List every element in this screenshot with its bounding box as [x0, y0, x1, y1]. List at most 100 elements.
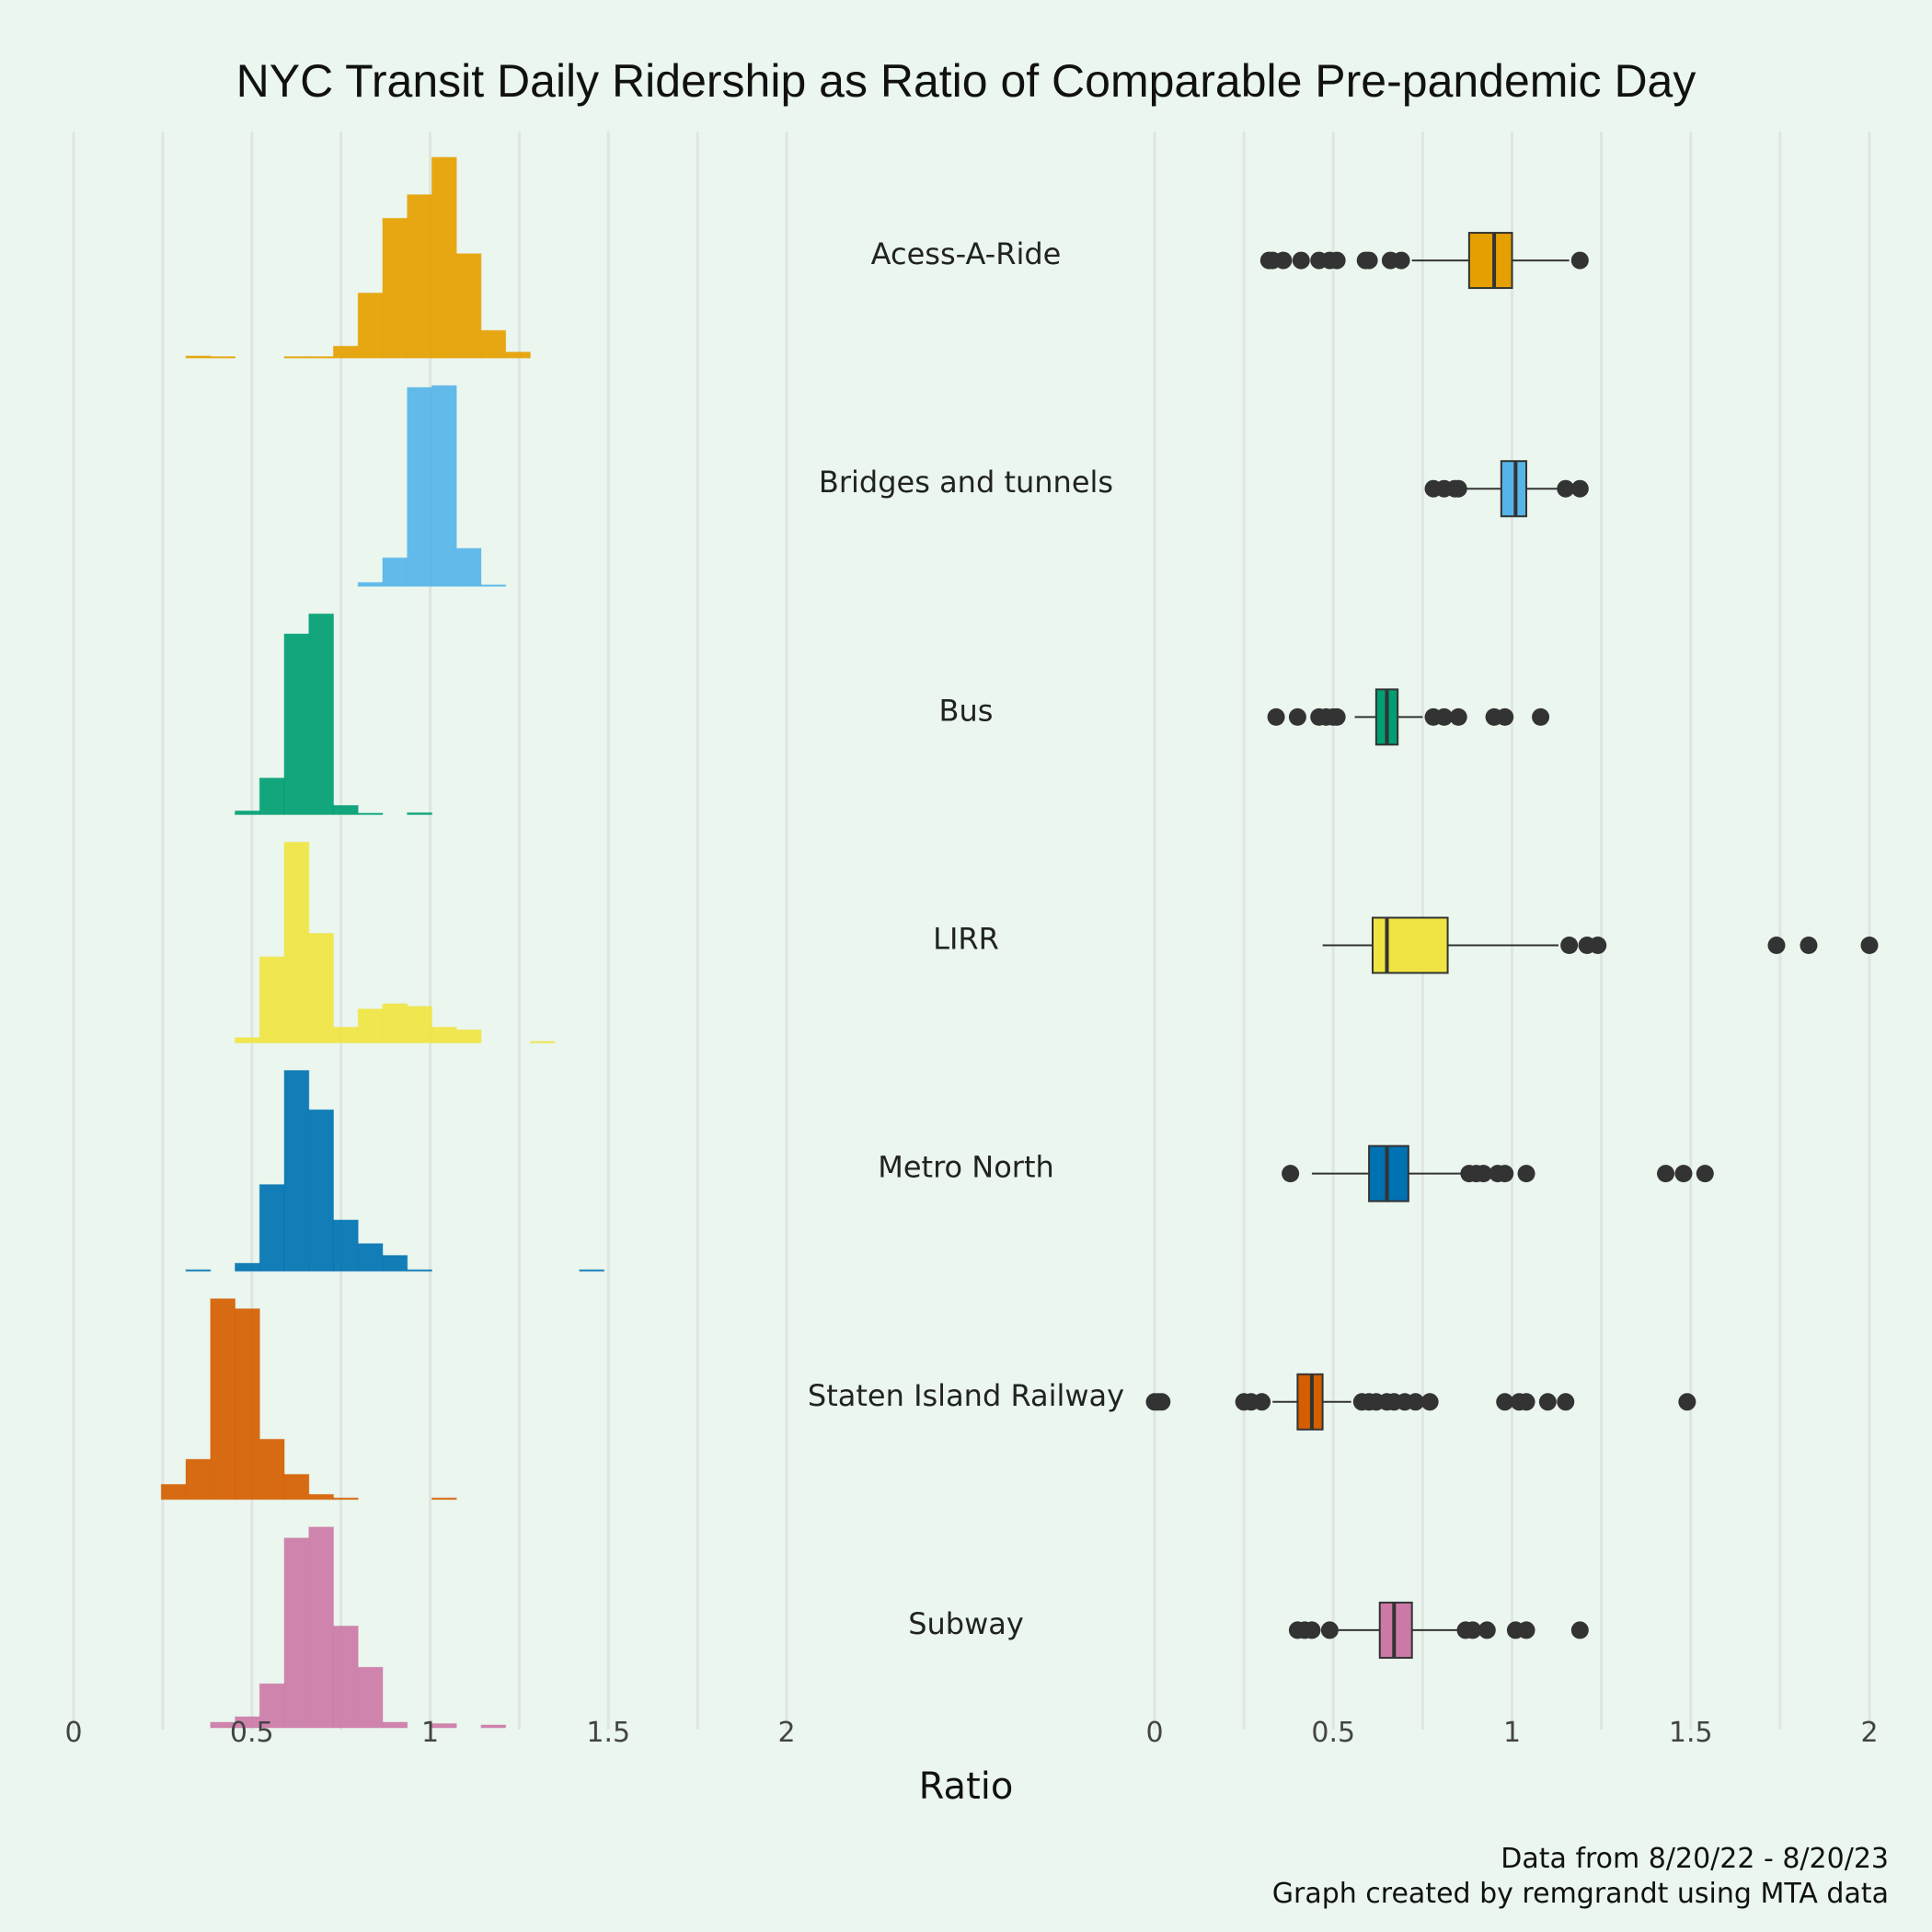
boxplot-panel [1145, 232, 1879, 1659]
box-x-tick-label: 1 [1503, 1717, 1521, 1749]
outlier-point [1557, 1393, 1575, 1411]
outlier-point [1274, 251, 1293, 270]
hist-bar [480, 1724, 507, 1729]
outlier-point [1320, 1621, 1339, 1639]
outlier-point [1589, 937, 1607, 954]
hist-bar [407, 1006, 432, 1044]
outlier-point [1696, 1165, 1714, 1183]
histogram-panel [160, 156, 605, 1729]
hist-bar [259, 1683, 285, 1729]
hist-x-tick-label: 1.5 [586, 1717, 630, 1749]
outlier-point [1674, 1165, 1693, 1183]
category-label: Metro North [878, 1150, 1054, 1185]
hist-bar [308, 1526, 334, 1729]
outlier-point [1800, 937, 1818, 954]
category-label: LIRR [933, 922, 999, 957]
outlier-point [1570, 479, 1589, 498]
hist-bar [283, 356, 310, 359]
grid-layer [72, 132, 1871, 1730]
hist-bar [235, 810, 260, 815]
outlier-point [1392, 251, 1410, 270]
hist-bar [455, 547, 482, 587]
outlier-point [1478, 1621, 1496, 1639]
hist-bar [259, 1184, 285, 1272]
hist-bar [332, 1027, 359, 1044]
hist-bar [357, 293, 384, 359]
hist-bar [235, 1262, 260, 1272]
hist-bar [505, 351, 531, 359]
outlier-point [1560, 937, 1579, 954]
outlier-point [1449, 707, 1467, 726]
outlier-point [1860, 937, 1879, 954]
hist-bar [332, 805, 359, 815]
hist-bar [431, 1497, 457, 1501]
hist-bar [259, 777, 285, 815]
hist-bar [407, 811, 432, 815]
hist-bar [332, 1625, 359, 1729]
outlier-point [1292, 251, 1310, 270]
box-x-tick-label: 2 [1860, 1717, 1878, 1749]
hist-bar [235, 1037, 260, 1044]
hist-bar [308, 356, 334, 359]
hist-bar [382, 1721, 408, 1729]
outlier-point [1496, 1393, 1514, 1411]
hist-bar [332, 345, 359, 359]
hist-bar [259, 956, 285, 1044]
hist-bar [431, 1723, 457, 1729]
hist-bar [185, 1458, 212, 1501]
category-label: Subway [908, 1606, 1024, 1641]
outlier-point [1517, 1621, 1535, 1639]
hist-bar [235, 1308, 260, 1501]
category-label: Staten Island Railway [808, 1378, 1124, 1413]
outlier-point [1449, 479, 1467, 498]
chart-title: NYC Transit Daily Ridership as Ratio of … [236, 55, 1696, 107]
outlier-point [1657, 1165, 1675, 1183]
hist-x-tick-label: 2 [777, 1717, 795, 1749]
hist-bar [407, 386, 432, 587]
outlier-point [1303, 1621, 1321, 1639]
outlier-point [1678, 1393, 1696, 1411]
hist-bar [431, 156, 457, 359]
box-iqr [1371, 916, 1449, 974]
box-x-tick-label: 0 [1145, 1717, 1163, 1749]
hist-bar [283, 633, 310, 815]
outlier-point [1420, 1393, 1439, 1411]
box-x-tick-label: 0.5 [1311, 1717, 1355, 1749]
caption-line-1: Data from 8/20/22 - 8/20/23 [1501, 1843, 1889, 1875]
hist-bar [357, 1008, 384, 1044]
hist-bar [185, 355, 212, 359]
hist-bar [332, 1497, 359, 1501]
outlier-point [1435, 707, 1454, 726]
hist-x-tick-label: 0.5 [230, 1717, 274, 1749]
outlier-point [1570, 1621, 1589, 1639]
outlier-point [1570, 251, 1589, 270]
outlier-point [1153, 1393, 1171, 1411]
outlier-point [1288, 707, 1306, 726]
hist-bar [357, 1666, 384, 1729]
hist-bar [382, 217, 408, 359]
outlier-point [1538, 1393, 1557, 1411]
outlier-point [1496, 1165, 1514, 1183]
hist-bar [431, 1027, 457, 1044]
outlier-point [1474, 1165, 1492, 1183]
hist-bar [455, 1029, 482, 1044]
hist-x-tick-label: 0 [64, 1717, 82, 1749]
hist-bar [357, 812, 384, 815]
hist-bar [308, 933, 334, 1044]
outlier-point [1328, 251, 1346, 270]
outlier-point [1407, 1393, 1425, 1411]
box-iqr [1467, 232, 1513, 290]
hist-bar [407, 194, 432, 359]
outlier-point [1267, 707, 1285, 726]
box-x-tick-label: 1.5 [1669, 1717, 1713, 1749]
hist-bar [382, 557, 408, 587]
hist-bar [308, 613, 334, 815]
outlier-point [1532, 707, 1550, 726]
category-labels: Acess-A-Ride Bridges and tunnels Bus LIRR Me… [808, 236, 1124, 1641]
hist-bar [283, 1070, 310, 1272]
hist-bar [382, 1255, 408, 1272]
category-label: Acess-A-Ride [871, 236, 1062, 271]
caption-line-2: Graph created by remgrandt using MTA dat… [1272, 1878, 1889, 1910]
outlier-point [1517, 1165, 1535, 1183]
